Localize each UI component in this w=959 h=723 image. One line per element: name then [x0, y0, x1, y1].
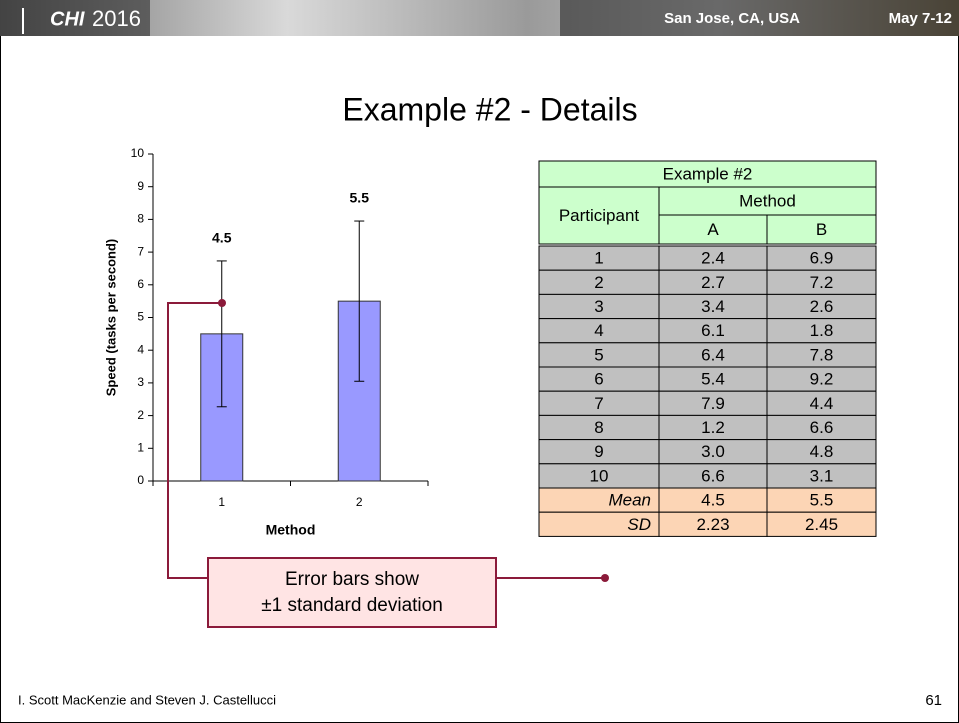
- page-number: 61: [925, 692, 942, 709]
- cell-text: 3.0: [701, 442, 725, 461]
- cell-text: 2: [594, 273, 603, 292]
- cell-text: 2.4: [701, 249, 725, 268]
- logo-bar: [22, 8, 24, 34]
- y-tick-label: 3: [137, 375, 144, 389]
- cell-text: 3: [594, 297, 603, 316]
- cell-text: 8: [594, 418, 603, 437]
- slide: CHI 2016 San Jose, CA, USA May 7-12 Exam…: [0, 0, 959, 723]
- cell-text: 3.1: [810, 466, 834, 485]
- cell-text: 10: [590, 466, 609, 485]
- cell-text: 9.2: [810, 370, 834, 389]
- cell-text: 5.4: [701, 370, 725, 389]
- cell-text: 1.8: [810, 321, 834, 340]
- cell-text: SD: [627, 515, 651, 534]
- cell-text: B: [816, 220, 827, 239]
- cell-text: A: [707, 220, 719, 239]
- cell-text: 2.23: [696, 515, 729, 534]
- header-dates: May 7-12: [889, 10, 952, 27]
- cell-text: 3.4: [701, 297, 725, 316]
- y-tick-label: 4: [137, 342, 144, 356]
- cell-text: 5: [594, 345, 603, 364]
- cell-text: 6: [594, 370, 603, 389]
- y-tick-label: 10: [131, 146, 145, 160]
- cell-text: 2.7: [701, 273, 725, 292]
- y-axis-label: Speed (tasks per second): [103, 239, 118, 397]
- cell-text: 7.9: [701, 394, 725, 413]
- cell-text: 6.9: [810, 249, 834, 268]
- cell-text: 4.8: [810, 442, 834, 461]
- header-year: 2016: [92, 6, 141, 31]
- cell-text: 1: [594, 249, 603, 268]
- cell-text: 6.6: [701, 466, 725, 485]
- cell-text: 7.8: [810, 345, 834, 364]
- connector-dot: [601, 574, 609, 582]
- cell-text: Participant: [559, 206, 640, 225]
- cell-text: 5.5: [810, 491, 834, 510]
- table: Example #2 Participant Method A B 1 2.4 6.9 2 2.7…: [539, 161, 876, 536]
- footer-authors: I. Scott MacKenzie and Steven J. Castell…: [18, 692, 276, 707]
- cell-text: 4: [594, 321, 603, 340]
- data-label: 4.5: [212, 230, 232, 246]
- cell-text: 2.45: [805, 515, 838, 534]
- y-tick-label: 8: [137, 212, 144, 226]
- cell-text: Example #2: [663, 164, 753, 183]
- cell-text: 7: [594, 394, 603, 413]
- cell-text: 4.4: [810, 394, 834, 413]
- y-tick-label: 6: [137, 277, 144, 291]
- cell-text: 7.2: [810, 273, 834, 292]
- data-label: 5.5: [350, 190, 370, 206]
- y-tick-label: 9: [137, 179, 144, 193]
- cell-text: 4.5: [701, 491, 725, 510]
- connector-dot: [218, 299, 226, 307]
- cell-text: 6.4: [701, 345, 725, 364]
- y-tick-label: 0: [137, 473, 144, 487]
- y-tick-label: 1: [137, 440, 144, 454]
- logo: CHI: [50, 8, 85, 30]
- cell-text: 2.6: [810, 297, 834, 316]
- callout-text: ±1 standard deviation: [261, 595, 443, 616]
- x-axis-label: Method: [266, 522, 316, 538]
- x-tick-label: 1: [218, 495, 225, 509]
- cell-text: 6.1: [701, 321, 725, 340]
- cell-text: 9: [594, 442, 603, 461]
- y-tick-label: 7: [137, 244, 144, 258]
- header-location: San Jose, CA, USA: [664, 10, 800, 27]
- callout-text: Error bars show: [285, 569, 419, 590]
- y-tick-label: 5: [137, 310, 144, 324]
- y-tick-label: 2: [137, 408, 144, 422]
- cell-text: Method: [739, 191, 796, 210]
- x-tick-label: 2: [356, 495, 363, 509]
- cell-text: Mean: [608, 491, 651, 510]
- cell-text: 1.2: [701, 418, 725, 437]
- cell-text: 6.6: [810, 418, 834, 437]
- slide-title: Example #2 - Details: [342, 91, 637, 127]
